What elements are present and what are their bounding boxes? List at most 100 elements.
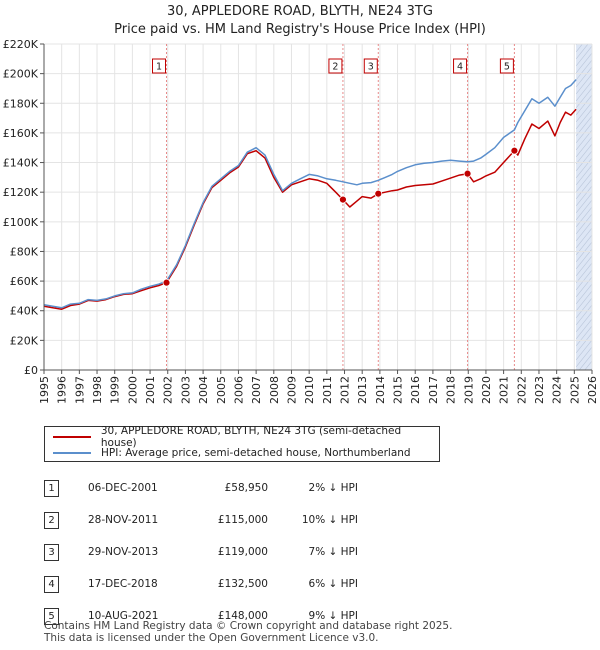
forecast-hatch — [576, 101, 593, 123]
chart-title-line1: 30, APPLEDORE ROAD, BLYTH, NE24 3TG — [167, 4, 433, 19]
sale-date: 06-DEC-2001 — [88, 482, 158, 494]
sale-hpi-diff: 9% ↓ HPI — [308, 610, 358, 622]
forecast-hatch — [576, 4, 592, 24]
sale-point — [339, 195, 347, 204]
chart-title-line2: Price paid vs. HM Land Registry's House … — [114, 22, 486, 37]
forecast-hatch — [576, 94, 593, 116]
forecast-shade — [576, 44, 592, 370]
forecast-hatch — [576, 80, 593, 102]
y-tick-label: £20K — [10, 334, 39, 347]
x-tick-label: 2018 — [445, 376, 458, 404]
sale-label-number: 5 — [504, 62, 510, 73]
footer-copyright: Contains HM Land Registry data © Crown c… — [44, 620, 453, 632]
y-tick-label: £40K — [10, 305, 39, 318]
forecast-hatch — [576, 346, 593, 368]
x-tick-label: 2002 — [162, 376, 175, 404]
forecast-hatch — [576, 44, 589, 60]
forecast-hatch — [576, 325, 593, 347]
x-tick-label: 2023 — [533, 376, 546, 404]
sale-price: £132,500 — [217, 578, 268, 590]
sale-price: £58,950 — [224, 482, 268, 494]
forecast-hatch — [576, 164, 593, 186]
footer-license: This data is licensed under the Open Gov… — [44, 632, 379, 644]
forecast-hatch — [576, 44, 578, 46]
forecast-hatch — [576, 192, 593, 214]
forecast-hatch — [576, 66, 593, 88]
forecast-hatch — [584, 360, 593, 370]
sale-date: 17-DEC-2018 — [88, 578, 158, 590]
sale-point — [510, 146, 519, 155]
x-tick-label: 2024 — [551, 376, 564, 404]
chart-legend: 30, APPLEDORE ROAD, BLYTH, NE24 3TG (sem… — [44, 425, 440, 462]
x-tick-label: 1995 — [38, 376, 51, 404]
forecast-hatch — [576, 150, 593, 172]
forecast-hatch — [576, 241, 593, 263]
forecast-hatch — [576, 339, 593, 361]
x-tick-label: 2011 — [321, 376, 334, 404]
sale-number-badge: 2 — [44, 511, 59, 529]
y-tick-label: £160K — [3, 127, 39, 140]
x-tick-label: 2021 — [498, 376, 511, 404]
forecast-hatch — [576, 311, 593, 333]
forecast-hatch — [576, 87, 593, 109]
sale-label-box — [499, 58, 514, 74]
forecast-hatch — [576, 283, 593, 305]
forecast-hatch — [576, 18, 592, 38]
x-tick-label: 2012 — [339, 376, 352, 404]
sale-hpi-diff: 10% ↓ HPI — [301, 514, 358, 526]
table-row: 1 06-DEC-2001 £58,950 2% ↓ HPI — [44, 472, 358, 504]
y-tick-label: £180K — [3, 97, 39, 110]
forecast-hatch — [576, 178, 593, 200]
legend-swatch-price-paid — [53, 436, 91, 438]
forecast-hatch — [576, 59, 593, 81]
sale-number-badge: 4 — [44, 575, 59, 593]
forecast-hatch — [576, 255, 593, 277]
price-paid-line — [43, 108, 577, 310]
sale-price: £148,000 — [217, 610, 268, 622]
x-tick-label: 2026 — [586, 376, 599, 404]
x-tick-label: 2008 — [268, 376, 281, 404]
sale-point — [374, 189, 383, 198]
plot-area — [44, 44, 592, 370]
x-tick-label: 2009 — [285, 376, 298, 404]
forecast-hatch — [576, 248, 593, 270]
forecast-hatch — [576, 332, 593, 354]
sale-label-box — [453, 58, 468, 74]
sale-hpi-diff: 6% ↓ HPI — [308, 578, 358, 590]
y-tick-label: £220K — [3, 38, 39, 51]
forecast-hatch — [576, 52, 593, 74]
y-tick-label: £100K — [3, 216, 39, 229]
table-row: 3 29-NOV-2013 £119,000 7% ↓ HPI — [44, 536, 358, 568]
y-tick-label: £120K — [3, 186, 39, 199]
x-tick-label: 2007 — [250, 376, 263, 404]
forecast-hatch — [576, 45, 593, 67]
x-tick-label: 2013 — [356, 376, 369, 404]
forecast-hatch — [576, 269, 593, 291]
forecast-hatch — [576, 11, 592, 31]
x-tick-label: 1996 — [56, 376, 69, 404]
hpi-line — [43, 79, 577, 309]
sale-label-number: 4 — [457, 62, 463, 73]
sale-hpi-diff: 2% ↓ HPI — [308, 482, 358, 494]
forecast-hatch — [576, 290, 593, 312]
sale-point — [463, 169, 472, 178]
y-tick-label: £140K — [3, 157, 39, 170]
sale-label-number: 3 — [368, 62, 374, 73]
forecast-hatch — [576, 297, 593, 319]
x-tick-label: 2015 — [392, 376, 405, 404]
sale-label-box — [363, 58, 378, 74]
forecast-hatch — [576, 185, 593, 207]
sale-date: 29-NOV-2013 — [88, 546, 159, 558]
y-tick-label: £200K — [3, 68, 39, 81]
sale-label-number: 1 — [156, 62, 162, 73]
forecast-hatch — [576, 213, 593, 235]
forecast-hatch — [578, 353, 593, 370]
sale-number-badge: 5 — [44, 607, 59, 625]
forecast-hatch — [576, 136, 593, 158]
x-tick-label: 2020 — [480, 376, 493, 404]
forecast-hatch — [576, 157, 593, 179]
x-tick-label: 2014 — [374, 376, 387, 404]
table-row: 5 10-AUG-2021 £148,000 9% ↓ HPI — [44, 600, 358, 632]
x-tick-label: 1997 — [73, 376, 86, 404]
forecast-hatch — [576, 44, 583, 53]
